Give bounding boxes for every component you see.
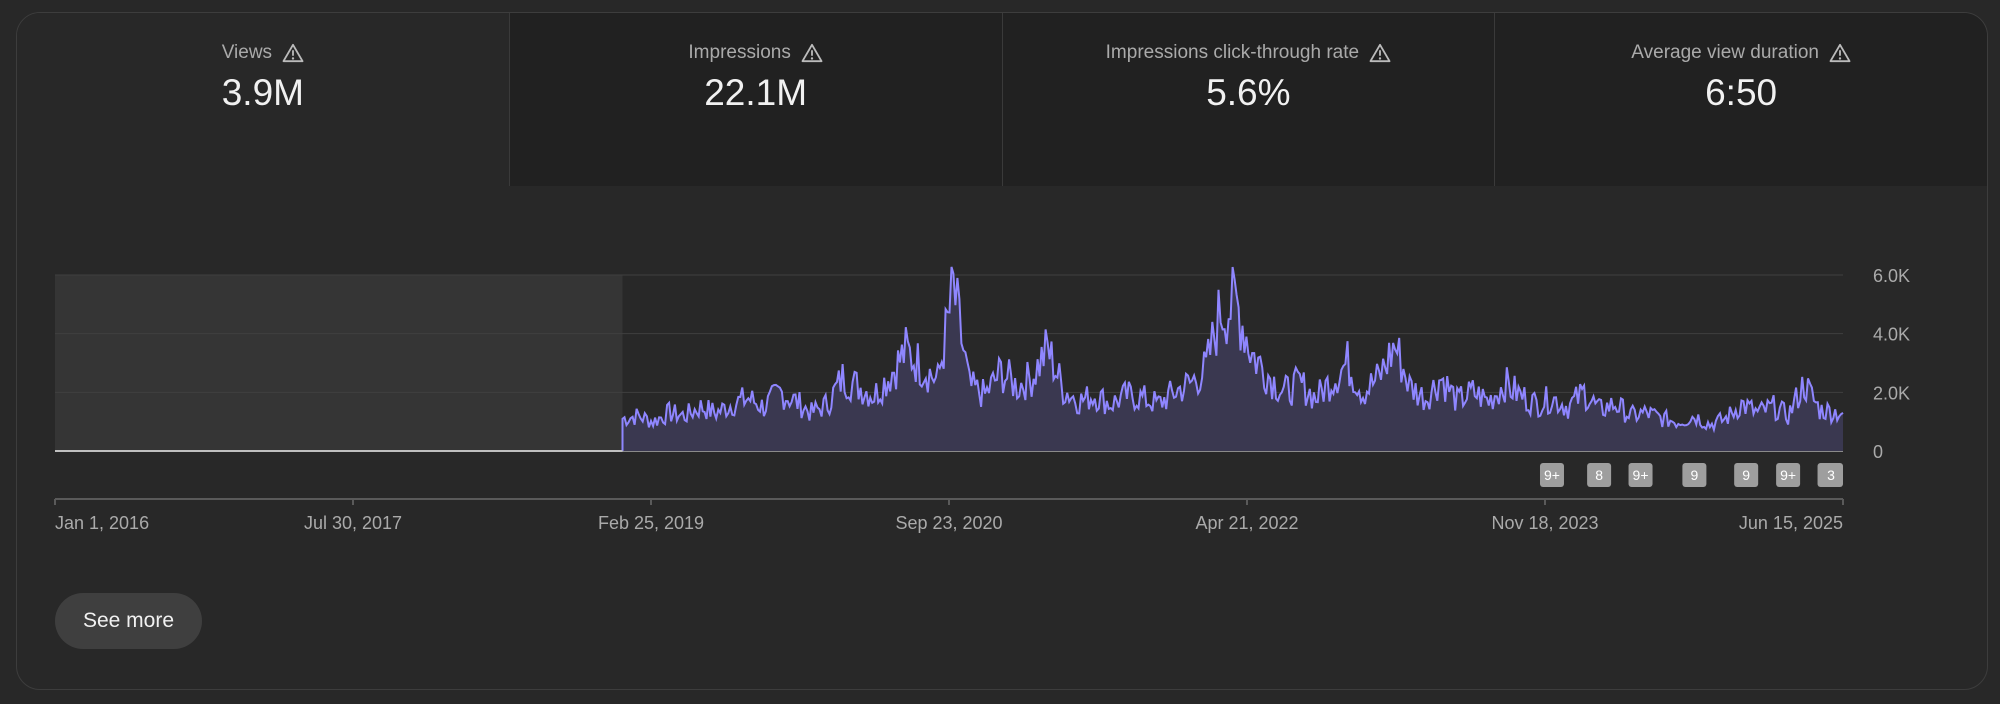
- annotation-badge-label: 9: [1742, 467, 1750, 483]
- metric-label: Impressions click-through rate: [1105, 42, 1360, 63]
- metric-value: 22.1M: [704, 72, 808, 113]
- metric-tab-impressions[interactable]: Impressions 22.1M: [509, 13, 1003, 186]
- no-data-region: [55, 275, 623, 451]
- annotation-badge-label: 8: [1595, 467, 1603, 483]
- metric-label-row: Impressions: [688, 42, 823, 64]
- annotation-badge-label: 9: [1690, 467, 1698, 483]
- x-tick-label: Jun 15, 2025: [1739, 513, 1843, 533]
- metric-label-row: Impressions click-through rate: [1106, 42, 1391, 64]
- warning-icon[interactable]: [1829, 43, 1851, 63]
- annotation-badge-label: 9+: [1780, 467, 1796, 483]
- y-tick-label: 6.0K: [1873, 266, 1910, 286]
- annotation-badge-label: 9+: [1544, 467, 1560, 483]
- annotation-badge: [1539, 463, 1564, 487]
- analytics-card: Views 3.9M Impressions 22.1M Impressions…: [16, 12, 1988, 690]
- x-tick-label: Nov 18, 2023: [1491, 513, 1598, 533]
- metric-tab-avg-view-duration[interactable]: Average view duration 6:50: [1495, 13, 1987, 186]
- warning-icon[interactable]: [801, 43, 823, 63]
- annotation-badge: [1819, 463, 1843, 487]
- metric-label-row: Average view duration: [1631, 42, 1851, 64]
- annotation-badge-label: 9+: [1633, 467, 1649, 483]
- annotation-badge: [1682, 463, 1707, 487]
- metric-value: 5.6%: [1206, 72, 1291, 113]
- x-tick-label: Feb 25, 2019: [598, 513, 704, 533]
- warning-icon[interactable]: [1369, 43, 1391, 63]
- annotation-badge-label: 3: [1827, 467, 1835, 483]
- x-tick-label: Apr 21, 2022: [1195, 513, 1298, 533]
- annotation-badge: [1628, 463, 1653, 487]
- annotation-badge: [1734, 463, 1759, 487]
- metric-label: Average view duration: [1631, 42, 1819, 63]
- metric-tabs: Views 3.9M Impressions 22.1M Impressions…: [17, 13, 1987, 186]
- annotation-badge: [1776, 463, 1801, 487]
- y-tick-label: 0: [1873, 442, 1883, 462]
- y-tick-label: 2.0K: [1873, 383, 1910, 403]
- x-tick-label: Sep 23, 2020: [895, 513, 1002, 533]
- metric-tab-ctr[interactable]: Impressions click-through rate 5.6%: [1002, 13, 1496, 186]
- metric-label-row: Views: [222, 42, 304, 64]
- metric-value: 6:50: [1705, 72, 1778, 113]
- annotation-badge: [1587, 463, 1612, 487]
- x-tick-label: Jan 1, 2016: [55, 513, 149, 533]
- x-tick-label: Jul 30, 2017: [304, 513, 402, 533]
- see-more-button[interactable]: See more: [55, 593, 202, 649]
- series-area-fill: [622, 266, 1843, 451]
- metric-label: Views: [221, 42, 273, 63]
- y-tick-label: 4.0K: [1873, 325, 1910, 345]
- metric-label: Impressions: [688, 42, 791, 63]
- series-line: [621, 266, 1844, 451]
- warning-icon[interactable]: [282, 43, 304, 63]
- metric-tab-views[interactable]: Views 3.9M: [17, 13, 510, 186]
- metric-value: 3.9M: [221, 72, 304, 113]
